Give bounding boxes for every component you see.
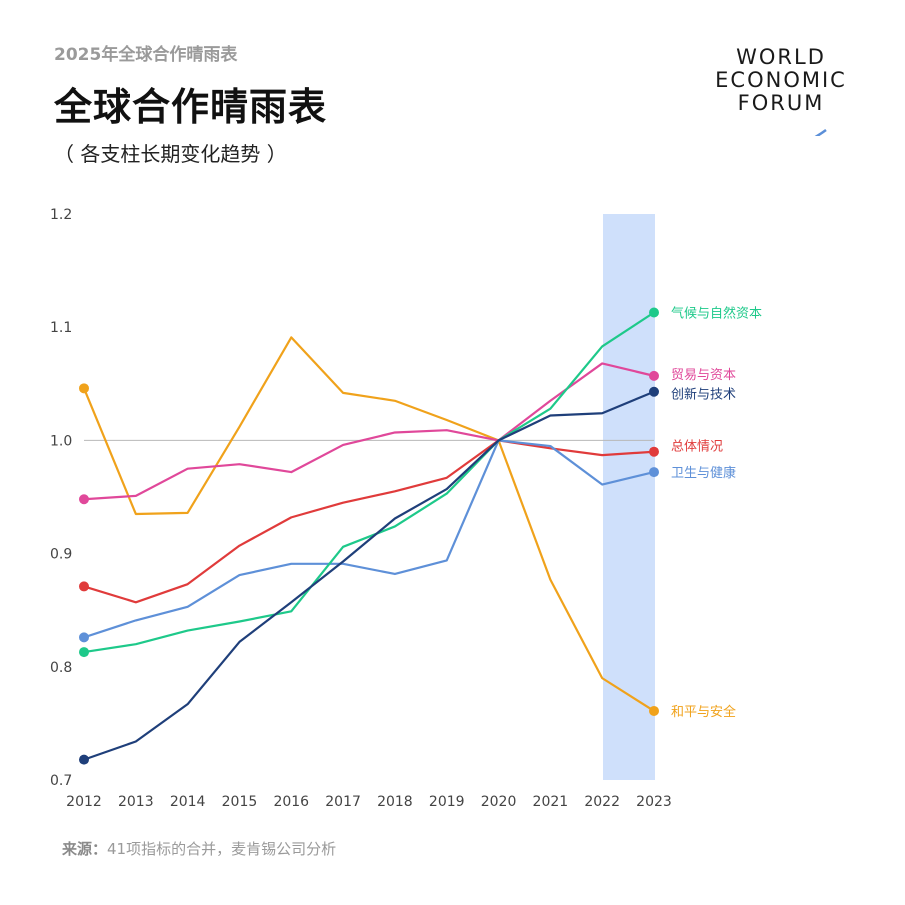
y-tick-label: 1.1	[50, 320, 72, 336]
x-tick-label: 2019	[429, 794, 465, 810]
logo-line-2: ECONOMIC	[715, 68, 847, 92]
x-tick-label: 2022	[584, 794, 620, 810]
series-start-point	[79, 632, 89, 643]
series-start-point	[79, 581, 89, 592]
y-tick-label: 0.7	[50, 773, 72, 789]
series-label: 卫生与健康	[671, 465, 736, 481]
series-label: 总体情况	[671, 440, 723, 455]
series-line	[83, 362, 655, 501]
series-label: 和平与安全	[671, 704, 736, 720]
chart-kicker: 2025年全球合作晴雨表	[54, 45, 238, 65]
x-tick-label: 2017	[325, 794, 361, 810]
series-start-point	[79, 647, 89, 658]
series-end-point	[649, 386, 659, 397]
x-tick-label: 2020	[481, 794, 517, 810]
source-text: 41项指标的合并，麦肯锡公司分析	[107, 840, 337, 858]
y-tick-label: 0.9	[50, 547, 72, 563]
chart-title: 全球合作晴雨表	[54, 85, 328, 129]
series-line	[83, 439, 655, 604]
source-note: 来源：41项指标的合并，麦肯锡公司分析	[62, 838, 336, 859]
series-label: 创新与技术	[671, 387, 736, 403]
y-tick-label: 1.0	[50, 433, 72, 449]
x-tick-label: 2021	[533, 794, 569, 810]
series-end-point	[649, 370, 659, 381]
wef-logo: WORLD ECONOMIC FORUM	[696, 46, 866, 146]
x-tick-label: 2014	[170, 794, 206, 810]
x-tick-label: 2016	[273, 794, 309, 810]
series-line	[83, 439, 655, 639]
logo-line-1: WORLD	[736, 45, 826, 69]
series-end-point	[649, 467, 659, 478]
x-tick-label: 2012	[66, 794, 102, 810]
x-tick-label: 2013	[118, 794, 154, 810]
series-line	[83, 311, 655, 654]
x-tick-label: 2023	[636, 794, 672, 810]
series-end-point	[649, 307, 659, 318]
x-tick-label: 2018	[377, 794, 413, 810]
x-tick-label: 2015	[222, 794, 258, 810]
logo-line-3: FORUM	[737, 91, 825, 115]
series-end-point	[649, 446, 659, 457]
logo-arc-icon	[814, 128, 827, 136]
series-start-point	[79, 383, 89, 394]
y-tick-label: 1.2	[50, 207, 72, 223]
series-label: 贸易与资本	[671, 368, 736, 383]
y-tick-label: 0.8	[50, 660, 72, 676]
series-start-point	[79, 754, 89, 765]
source-label: 来源：	[62, 840, 108, 858]
series-start-point	[79, 494, 89, 505]
series-label: 气候与自然资本	[671, 305, 762, 321]
highlight-band	[603, 214, 655, 780]
series-line	[83, 390, 655, 761]
series-end-point	[649, 705, 659, 716]
series-line	[82, 336, 655, 712]
chart-subtitle: （ 各支柱长期变化趋势 ）	[54, 142, 287, 166]
